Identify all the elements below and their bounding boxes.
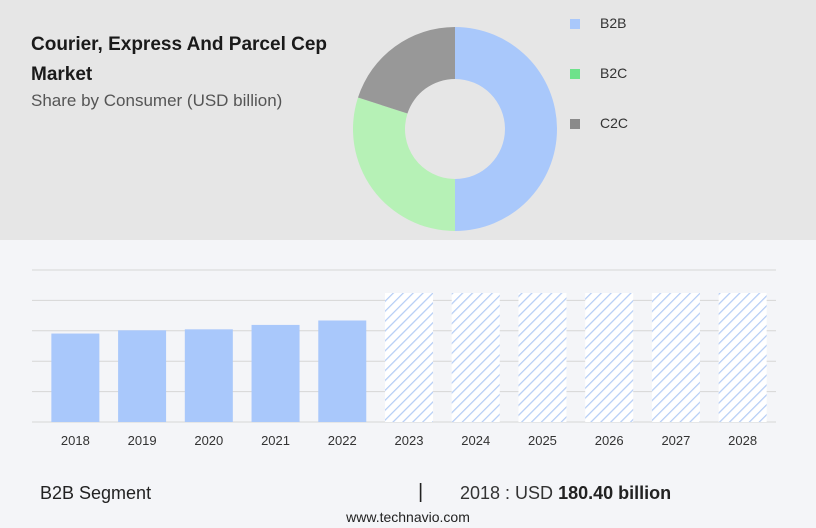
donut-chart: [353, 27, 557, 231]
x-tick-label: 2025: [528, 433, 557, 448]
bar-2018: [51, 333, 100, 422]
x-tick-label: 2028: [728, 433, 757, 448]
segment-year-label: 2018 : USD: [460, 483, 559, 503]
bar-2020: [184, 329, 233, 422]
legend-item-c2c: C2C: [570, 114, 690, 134]
segment-value-amount: 180.40 billion: [558, 483, 672, 503]
forecast-bar-2028: [718, 293, 767, 422]
donut-slice-b2c: [353, 97, 455, 231]
forecast-bar-2026: [585, 293, 634, 422]
segment-label: B2B Segment: [40, 483, 152, 503]
legend-label: B2B: [600, 15, 627, 31]
legend-swatch: [570, 119, 580, 129]
bar-2019: [118, 330, 167, 422]
forecast-bar-2023: [385, 293, 433, 422]
x-tick-label: 2023: [395, 433, 424, 448]
chart-subtitle: Share by Consumer (USD billion): [31, 91, 283, 110]
bar-2022: [318, 320, 367, 422]
chart-title: Courier, Express And Parcel Cep Market: [31, 34, 328, 85]
x-tick-label: 2024: [461, 433, 490, 448]
x-tick-label: 2026: [595, 433, 624, 448]
forecast-bar-2024: [451, 293, 500, 422]
legend-swatch: [570, 19, 580, 29]
legend-item-b2c: B2C: [570, 64, 690, 84]
donut-slice-c2c: [357, 27, 455, 114]
donut-slice-b2b: [455, 27, 557, 231]
x-tick-label: 2020: [194, 433, 223, 448]
bar-chart: 2018 2019 2020 2021 2022 2023 2024 2025 2026 2027…: [32, 269, 776, 448]
segment-value: 2018 : USD 180.40 billion: [460, 483, 671, 504]
x-tick-label: 2018: [61, 433, 90, 448]
forecast-bar-2027: [651, 293, 700, 422]
legend-item-b2b: B2B: [570, 14, 690, 34]
footer-separator: |: [418, 481, 424, 503]
x-tick-label: 2019: [128, 433, 157, 448]
bar-2021: [251, 324, 300, 422]
legend-label: B2C: [600, 65, 628, 81]
source-link[interactable]: www.technavio.com: [346, 509, 470, 525]
x-tick-label: 2027: [661, 433, 690, 448]
forecast-bar-2025: [518, 293, 567, 422]
legend-swatch: [570, 69, 580, 79]
legend-label: C2C: [600, 115, 629, 131]
x-tick-label: 2021: [261, 433, 290, 448]
x-tick-label: 2022: [328, 433, 357, 448]
